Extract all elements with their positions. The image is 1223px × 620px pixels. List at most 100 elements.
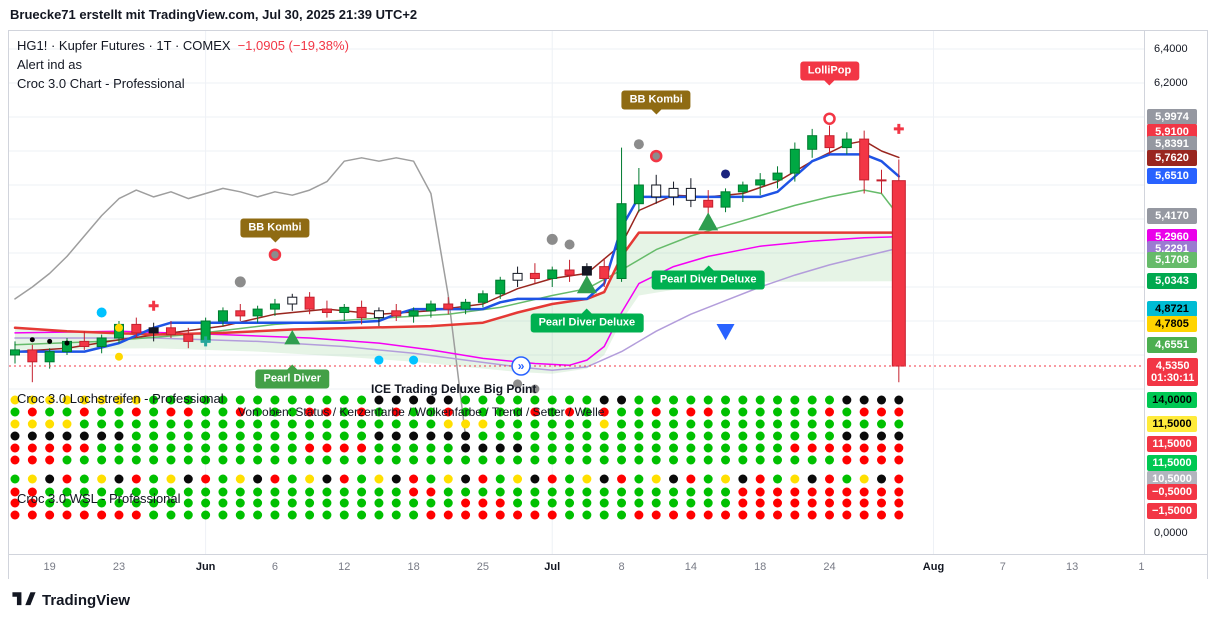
- dot-row-von-unten-1: [10, 474, 904, 484]
- indicator-line-magenta: [14, 235, 900, 366]
- price-badge: 10,5000: [1147, 471, 1197, 487]
- svg-text:»: »: [518, 359, 525, 373]
- dot-marker: [64, 340, 70, 346]
- price-change: −1,0905 (−19,38%): [237, 38, 349, 53]
- signal-dot-rows: [10, 395, 904, 520]
- price-axis-label: 6,4000: [1154, 43, 1188, 55]
- price-axis[interactable]: 6,4000 6,2000 0,0000 5,9974 5,9100 5,8391 5,76…: [1144, 31, 1207, 577]
- price-badge: 14,0000: [1147, 392, 1197, 408]
- time-axis-label: 8: [618, 561, 625, 573]
- dot-row-welle: [10, 455, 904, 465]
- time-axis-label: 12: [338, 561, 351, 573]
- footer: TradingView: [0, 579, 1223, 620]
- dot-row-wsl-1: [10, 498, 904, 508]
- dot-row-status: [10, 395, 904, 405]
- grid-lines: [9, 31, 1144, 554]
- time-axis-label: 18: [407, 561, 420, 573]
- panel-title-lochstreifen[interactable]: Croc 3.0 Lochstreifen - Professional: [17, 391, 224, 406]
- plus-marker: [200, 336, 211, 347]
- dot-marker: [268, 248, 282, 261]
- time-axis-label: Jun: [195, 561, 216, 573]
- dot-marker: [633, 139, 644, 150]
- indicator-line-purple: [14, 247, 900, 372]
- dot-marker: [530, 384, 540, 394]
- triangle-up-marker: [284, 330, 301, 345]
- price-badge: −0,5000: [1147, 484, 1197, 500]
- dot-row-wsl-2: [10, 510, 904, 520]
- dot-marker: [649, 149, 663, 163]
- legend-alert-indicator[interactable]: Alert ind as: [17, 57, 83, 72]
- triangle-down-marker: [716, 324, 735, 341]
- plus-marker: [148, 300, 159, 311]
- price-axis-label: 0,0000: [1154, 527, 1188, 539]
- time-axis-label: 23: [112, 561, 126, 573]
- indicator-line-big-point-gray: [14, 157, 467, 438]
- triangle-up-marker: [698, 212, 719, 231]
- price-badge: 11,5000: [1147, 455, 1197, 471]
- time-axis-label: 19: [43, 561, 56, 573]
- legend-croc-chart-indicator[interactable]: Croc 3.0 Chart - Professional: [17, 76, 185, 91]
- time-axis-label: Aug: [922, 561, 945, 573]
- price-badge: 5,4170: [1147, 208, 1197, 224]
- time-axis-label: 24: [823, 561, 836, 573]
- dot-row-trend: [10, 431, 904, 441]
- price-badge: 11,5000: [1147, 416, 1197, 432]
- price-badge: 4,6551: [1147, 337, 1197, 353]
- dot-row-setter: [10, 443, 904, 453]
- fast-forward-circle-icon[interactable]: »: [511, 356, 531, 376]
- price-badge: −1,5000: [1147, 503, 1197, 519]
- price-badge: 4,7805: [1147, 316, 1197, 332]
- time-axis-label: 14: [684, 561, 697, 573]
- legend-symbol-row[interactable]: HG1! · Kupfer Futures · 1T · COMEX −1,090…: [17, 36, 349, 55]
- indicator-cloud: [15, 232, 899, 374]
- dot-row-wolkenfarbe: [10, 419, 904, 429]
- attribution-bar: Bruecke71 erstellt mit TradingView.com, …: [0, 0, 1223, 30]
- chart-frame: » BB Kombi BB Kombi LolliPop Pearl Diver De…: [8, 30, 1208, 580]
- dot-marker: [374, 355, 384, 365]
- time-axis-label: 6: [271, 561, 278, 573]
- dot-marker: [546, 233, 558, 245]
- dot-marker: [114, 323, 123, 332]
- price-badge: 5,9974: [1147, 109, 1197, 125]
- alert-price-line: »: [9, 356, 1144, 376]
- triangle-up-marker: [576, 275, 597, 294]
- plus-marker: [893, 123, 904, 134]
- time-axis-label: 7: [999, 561, 1006, 573]
- price-chart-canvas[interactable]: »: [9, 31, 1144, 554]
- tradingview-logo-text: TradingView: [42, 591, 131, 609]
- tradingview-logo-icon: [12, 592, 36, 606]
- time-axis-label: 25: [476, 561, 490, 573]
- tradingview-logo[interactable]: TradingView: [12, 591, 130, 609]
- candles: [10, 125, 906, 383]
- dot-marker: [513, 379, 523, 389]
- time-axis-label: 1: [1138, 561, 1145, 573]
- dot-row-von-unten-2: [10, 487, 904, 497]
- indicator-line-blue-baseline: [13, 153, 901, 353]
- indicator-line-red-baseline: [13, 231, 901, 336]
- price-badge: 5,7620: [1147, 150, 1197, 166]
- time-axis-label: 13: [1066, 561, 1079, 573]
- dot-marker: [721, 169, 731, 179]
- attribution-text: Bruecke71 erstellt mit TradingView.com, …: [10, 7, 418, 22]
- signal-markers: [29, 112, 904, 394]
- price-badge: 5,8391: [1147, 136, 1197, 152]
- price-axis-label: 6,2000: [1154, 77, 1188, 89]
- price-badge: 4,5350 01:30:11: [1147, 358, 1199, 386]
- dot-marker: [823, 112, 836, 125]
- price-badge: 5,0343: [1147, 273, 1197, 289]
- big-point-label: ICE Trading Deluxe Big Point: [371, 382, 537, 396]
- dot-marker: [29, 337, 35, 343]
- price-badge: 11,5000: [1147, 436, 1197, 452]
- dot-marker: [114, 352, 123, 361]
- countdown-timer: 01:30:11: [1151, 372, 1195, 384]
- dot-marker: [409, 355, 419, 365]
- time-axis[interactable]: 19 23 Jun 6 12 18 25 Jul 8 14 18 24 Aug 7 13 1: [9, 554, 1207, 579]
- von-oben-label: Von oben: Status / Kerzenfarbe / Wolkenf…: [238, 405, 605, 419]
- dot-marker: [47, 338, 53, 344]
- panel-title-wsl[interactable]: Croc 3.0 WSL - Professional: [17, 491, 181, 506]
- dot-marker: [96, 307, 107, 318]
- time-axis-label: Jul: [544, 561, 561, 573]
- time-axis-label: 18: [754, 561, 767, 573]
- dot-marker: [564, 239, 575, 250]
- dot-row-kerzenfarbe: [10, 407, 904, 417]
